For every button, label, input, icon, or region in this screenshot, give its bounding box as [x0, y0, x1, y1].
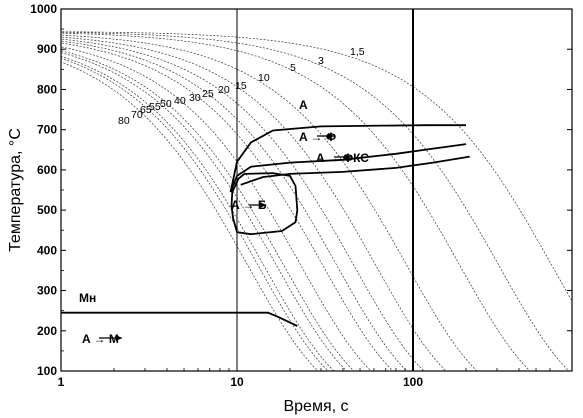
bainite-label: A → Б	[231, 198, 267, 212]
cooling-rate-label: 40	[174, 95, 186, 107]
ferrite-label: A → Ф	[299, 130, 336, 144]
y-axis-title: Температура, °C	[7, 128, 24, 252]
transformation-curve	[240, 155, 470, 186]
y-tick-label: 400	[37, 243, 57, 257]
cooling-rate-label: 3	[318, 55, 324, 67]
cooling-curves	[61, 31, 572, 371]
y-tick-label: 900	[37, 42, 57, 56]
cooling-rate-label: 50	[160, 98, 172, 110]
x-tick-label: 1	[58, 375, 65, 389]
arrow-head	[328, 133, 334, 139]
transformation-curve	[230, 172, 299, 236]
y-tick-label: 700	[37, 123, 57, 137]
arrow-head	[116, 335, 122, 341]
ferrite-carbide-label: A → ФКС	[316, 151, 369, 165]
cooling-curve	[61, 38, 425, 371]
cooling-rate-label: 55	[149, 101, 161, 113]
y-tick-label: 100	[37, 364, 57, 378]
y-tick-label: 800	[37, 82, 57, 96]
y-tick-label: 300	[37, 284, 57, 298]
cooling-curve	[61, 40, 408, 371]
cooling-rate-label: 30	[189, 92, 201, 104]
cooling-curve	[61, 34, 478, 371]
cooling-curve	[61, 31, 570, 371]
cooling-rate-label: 25	[202, 88, 214, 100]
x-tick-label: 100	[403, 375, 423, 389]
cooling-curve	[61, 50, 355, 371]
cooling-rate-label: 10	[258, 72, 270, 84]
cooling-rate-label: 5	[290, 62, 296, 74]
arrow-head	[260, 202, 266, 208]
cooling-curve	[61, 55, 335, 371]
cooling-rate-label: 20	[218, 84, 230, 96]
y-tick-label: 200	[37, 324, 57, 338]
x-axis-title: Время, с	[283, 398, 348, 415]
cooling-rate-label: 1,5	[350, 46, 365, 58]
ms-label: Mн	[79, 291, 96, 305]
cooling-curve	[61, 32, 531, 371]
cooling-rate-label: 70	[131, 109, 143, 121]
axes: 100 200 300 400 500 600 700 800 900 1000 1 10 100	[30, 2, 573, 389]
transformation-curves	[61, 124, 470, 327]
cooling-rate-label: 15	[235, 80, 247, 92]
transformation-curve	[229, 124, 466, 193]
arrow-head	[345, 154, 351, 160]
x-tick-label: 10	[230, 375, 244, 389]
cooling-curve	[61, 31, 572, 300]
y-tick-label: 1000	[30, 2, 57, 16]
cooling-curve	[61, 36, 447, 371]
transformation-curve	[61, 311, 298, 327]
y-tick-label: 500	[37, 203, 57, 217]
cooling-rate-label: 80	[118, 115, 130, 127]
martensite-label: A → M	[82, 332, 119, 346]
austenite-label: A	[299, 98, 308, 112]
cooling-rate-label: 65	[140, 104, 152, 116]
cooling-curve	[61, 52, 348, 371]
cooling-curve	[61, 57, 329, 371]
cooling-curve	[61, 61, 319, 371]
plot-frame	[60, 8, 573, 372]
transformation-curve	[229, 143, 467, 193]
y-tick-label: 600	[37, 163, 57, 177]
